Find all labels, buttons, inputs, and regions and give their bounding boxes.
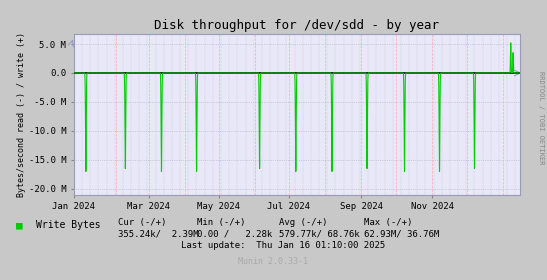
Text: 0.00 /   2.28k: 0.00 / 2.28k (197, 229, 272, 238)
Text: Last update:  Thu Jan 16 01:10:00 2025: Last update: Thu Jan 16 01:10:00 2025 (181, 241, 385, 249)
Text: 355.24k/  2.39M: 355.24k/ 2.39M (118, 229, 198, 238)
Text: Cur (-/+): Cur (-/+) (118, 218, 166, 227)
Text: Min (-/+): Min (-/+) (197, 218, 245, 227)
Text: RRDTOOL / TOBI OETIKER: RRDTOOL / TOBI OETIKER (538, 71, 544, 164)
Text: Avg (-/+): Avg (-/+) (279, 218, 327, 227)
Y-axis label: Bytes/second read (-) / write (+): Bytes/second read (-) / write (+) (17, 32, 26, 197)
Title: Disk throughput for /dev/sdd - by year: Disk throughput for /dev/sdd - by year (154, 19, 439, 32)
Text: 62.93M/ 36.76M: 62.93M/ 36.76M (364, 229, 439, 238)
Text: Write Bytes: Write Bytes (36, 220, 100, 230)
Text: 579.77k/ 68.76k: 579.77k/ 68.76k (279, 229, 359, 238)
Text: ■: ■ (16, 220, 23, 230)
Text: Max (-/+): Max (-/+) (364, 218, 412, 227)
Text: Munin 2.0.33-1: Munin 2.0.33-1 (238, 257, 309, 266)
